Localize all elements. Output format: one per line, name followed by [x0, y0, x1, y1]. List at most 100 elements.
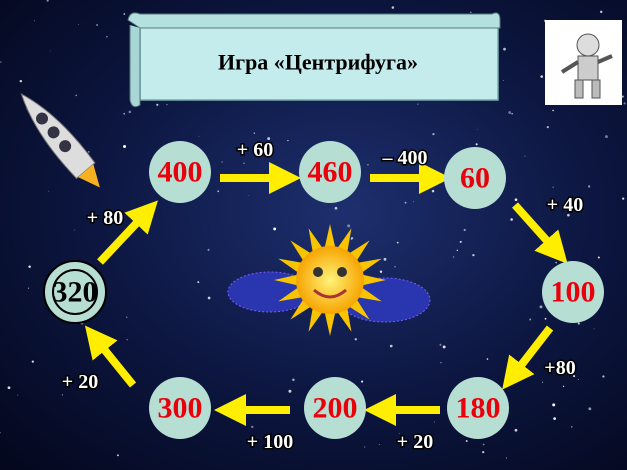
star — [405, 202, 407, 204]
star — [367, 164, 368, 165]
star — [466, 440, 468, 442]
node-label: 200 — [313, 392, 358, 425]
star — [364, 446, 365, 447]
star — [222, 161, 223, 162]
star — [460, 241, 462, 243]
star — [251, 426, 254, 429]
node: 300 — [149, 377, 211, 439]
star — [511, 113, 512, 114]
star — [292, 379, 294, 381]
operation-label: + 20 — [397, 431, 433, 453]
operation-label: + 100 — [247, 431, 293, 453]
star — [506, 457, 507, 458]
star — [513, 381, 515, 383]
star — [74, 230, 75, 231]
star — [605, 135, 608, 138]
star — [438, 181, 440, 183]
star — [126, 339, 127, 340]
star — [335, 207, 338, 210]
star — [208, 297, 211, 300]
banner: Игра «Центрифуга» — [128, 13, 500, 107]
title: Игра «Центрифуга» — [218, 50, 418, 75]
star — [390, 345, 393, 348]
star — [588, 185, 590, 187]
operation-label: +80 — [544, 357, 575, 379]
star — [598, 256, 600, 258]
star — [547, 126, 549, 128]
star — [487, 358, 489, 360]
star — [32, 360, 34, 362]
star — [545, 318, 547, 320]
star — [515, 429, 518, 432]
star — [351, 237, 353, 239]
star — [622, 96, 624, 98]
node: 180 — [447, 377, 509, 439]
star — [254, 133, 255, 134]
node: 320 — [44, 261, 106, 323]
star — [243, 162, 245, 164]
star — [515, 198, 518, 201]
node: 400 — [149, 141, 211, 203]
star — [28, 288, 29, 289]
star — [273, 227, 276, 230]
node: 100 — [542, 261, 604, 323]
star — [384, 258, 387, 261]
star — [88, 151, 90, 153]
node-label: 300 — [158, 392, 203, 425]
star — [553, 187, 554, 188]
star — [62, 394, 63, 395]
star — [207, 249, 209, 251]
star — [602, 375, 604, 377]
node-label: 460 — [308, 156, 353, 189]
star — [453, 256, 454, 257]
star — [126, 317, 127, 318]
star — [503, 80, 504, 81]
star — [78, 24, 79, 25]
node-label: 180 — [456, 392, 501, 425]
star — [482, 451, 484, 453]
star — [123, 113, 125, 115]
star — [552, 110, 553, 111]
star — [552, 403, 555, 406]
star — [394, 266, 396, 268]
star — [529, 319, 531, 321]
operation-label: + 20 — [62, 371, 98, 393]
star — [440, 362, 441, 363]
star — [464, 229, 466, 231]
slide: Игра «Центрифуга» 400 460 60 100 180 200 300 32… — [0, 0, 627, 470]
star — [96, 24, 98, 26]
node-label: 100 — [551, 276, 596, 309]
star — [588, 407, 591, 410]
star — [553, 417, 556, 420]
star — [476, 143, 478, 145]
star — [20, 80, 22, 82]
star — [439, 344, 441, 346]
star — [129, 111, 132, 114]
star — [0, 61, 2, 63]
star — [75, 95, 77, 97]
star — [166, 104, 167, 105]
star — [622, 198, 624, 200]
star — [248, 195, 249, 196]
star — [197, 281, 199, 283]
star — [106, 36, 107, 37]
node: 200 — [304, 377, 366, 439]
star — [432, 190, 435, 193]
star — [483, 444, 485, 446]
star — [477, 129, 478, 130]
node-label: 400 — [158, 156, 203, 189]
star — [555, 262, 556, 263]
node-label: 60 — [460, 162, 490, 195]
star — [540, 75, 543, 78]
node: 60 — [444, 147, 506, 209]
operation-label: + 60 — [237, 139, 273, 161]
star — [578, 323, 580, 325]
star — [287, 181, 289, 183]
star — [392, 6, 395, 9]
star — [287, 140, 288, 141]
star — [593, 328, 594, 329]
operation-label: + 40 — [547, 194, 583, 216]
star — [217, 190, 219, 192]
star — [417, 103, 418, 104]
star — [34, 20, 35, 21]
